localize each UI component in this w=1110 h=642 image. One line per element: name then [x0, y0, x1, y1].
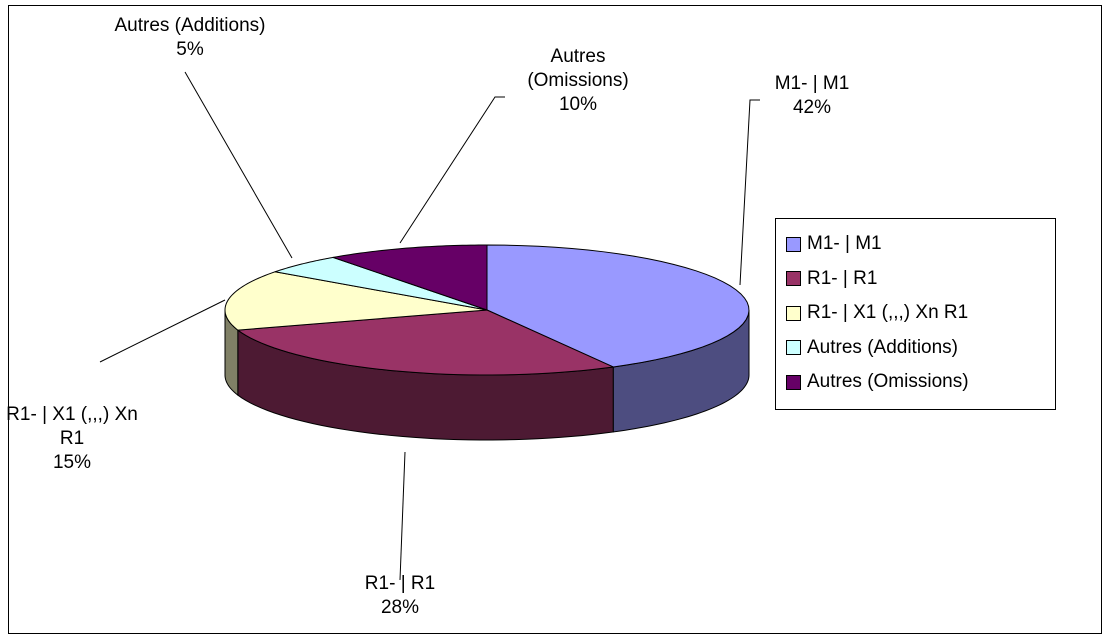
leader-line — [399, 451, 406, 581]
data-label-name: R1- | R1 — [364, 573, 436, 594]
slice — [236, 309, 616, 376]
slice — [274, 256, 488, 311]
data-label: Autres (Additions) 5% — [70, 14, 310, 62]
data-label-name: Autres (Additions) — [114, 15, 266, 36]
legend-item: M1- | M1 — [786, 227, 1055, 262]
data-label-value: 28% — [380, 597, 420, 618]
legend-swatch — [786, 305, 801, 321]
data-label-name: Autres (Omissions) — [527, 46, 629, 91]
leader-line — [739, 99, 760, 286]
legend-label: M1- | M1 — [807, 233, 882, 255]
legend-swatch — [786, 374, 801, 390]
legend-swatch — [786, 271, 801, 287]
legend-swatch — [786, 340, 801, 356]
data-label-value: 10% — [558, 94, 598, 115]
data-label-name: R1- | X1 (,,,) Xn R1 — [6, 404, 138, 449]
slice — [224, 271, 488, 331]
data-label: R1- | X1 (,,,) Xn R1 15% — [0, 403, 152, 475]
legend-label: R1- | X1 (,,,) Xn R1 — [807, 302, 969, 324]
legend-item: R1- | R1 — [786, 262, 1055, 297]
data-label: Autres (Omissions) 10% — [508, 45, 648, 117]
slice — [332, 244, 488, 311]
legend-label: R1- | R1 — [807, 267, 878, 289]
leader-line — [99, 299, 226, 363]
legend-item: Autres (Additions) — [786, 331, 1055, 366]
data-label-value: 15% — [52, 452, 92, 473]
data-label: R1- | R1 28% — [300, 572, 500, 620]
leader-line — [184, 71, 293, 259]
leader-line — [399, 96, 505, 244]
legend-item: R1- | X1 (,,,) Xn R1 — [786, 296, 1055, 331]
legend-swatch — [786, 236, 801, 252]
data-label-value: 5% — [176, 39, 204, 60]
data-label-name: M1- | M1 — [774, 73, 850, 94]
data-label-value: 42% — [792, 97, 832, 118]
legend-label: Autres (Additions) — [807, 336, 959, 358]
data-label: M1- | M1 42% — [752, 72, 872, 120]
legend-item: Autres (Omissions) — [786, 365, 1055, 400]
legend: M1- | M1 R1- | R1 R1- | X1 (,,,) Xn R1 Autr… — [775, 218, 1056, 410]
legend-label: Autres (Omissions) — [807, 371, 969, 393]
slice — [486, 244, 750, 368]
chart-frame — [8, 5, 1102, 634]
